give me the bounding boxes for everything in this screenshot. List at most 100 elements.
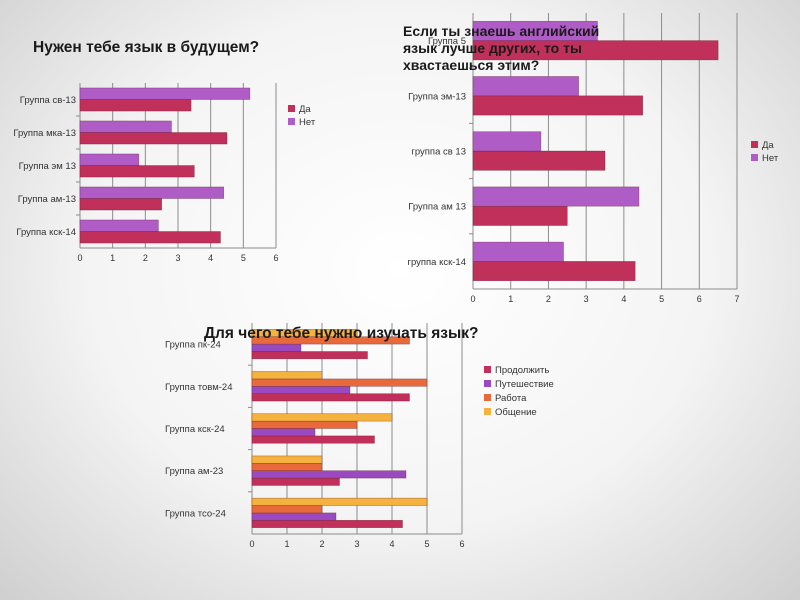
legend-label: Нет	[299, 117, 316, 128]
bar-нет	[79, 120, 172, 133]
category-label: Группа кск-24	[165, 424, 225, 435]
bar-нет	[472, 76, 579, 97]
x-tick-label: 3	[584, 294, 589, 304]
category-label: Группа 5	[428, 36, 466, 47]
bar-общение	[251, 497, 428, 506]
bar-путешествие	[251, 385, 351, 394]
bar-нет	[472, 20, 598, 41]
bar-да	[79, 165, 195, 178]
category-label: Группа эм 13	[19, 161, 76, 172]
legend-label: Да	[762, 140, 774, 151]
x-tick-label: 6	[697, 294, 702, 304]
chart-bragging: 0 1 2 3 4 5 6 7 Группа 5 Группа эм-13 группа св 13…	[407, 13, 779, 304]
category-label: Группа ам 13	[408, 202, 466, 213]
bar-да	[79, 99, 192, 112]
legend-swatch	[751, 141, 758, 148]
x-tick-label: 5	[424, 539, 429, 549]
bar-да	[472, 95, 644, 116]
bar-нет	[79, 87, 251, 100]
x-tick-label: 6	[273, 253, 278, 263]
bar-нет	[79, 219, 159, 232]
x-tick-label: 1	[284, 539, 289, 549]
legend-label: Да	[299, 104, 311, 115]
x-tick-label: 0	[77, 253, 82, 263]
bar-продолжить	[251, 477, 340, 486]
bar-да	[472, 150, 606, 171]
chart-title-line: хвастаешься этим?	[403, 57, 539, 73]
bar-нет	[79, 186, 225, 199]
bar-нет	[472, 186, 640, 207]
legend-swatch	[484, 366, 491, 373]
category-label: Группа тсо-24	[165, 508, 226, 519]
bar-нет	[79, 153, 140, 166]
bar-да	[79, 132, 228, 145]
category-label: Группа кск-14	[16, 227, 76, 238]
x-tick-label: 1	[110, 253, 115, 263]
x-tick-label: 0	[249, 539, 254, 549]
chart-title-line: Если ты знаешь английский	[403, 23, 599, 39]
category-label: Группа св-13	[20, 95, 76, 106]
bar-продолжить	[251, 351, 368, 360]
legend-label: Работа	[495, 393, 527, 404]
x-tick-label: 7	[734, 294, 739, 304]
bar-работа	[251, 378, 428, 387]
legend-label: Общение	[495, 407, 537, 418]
legend-swatch	[288, 105, 295, 112]
category-label: Группа эм-13	[408, 91, 466, 102]
bar-да	[79, 198, 162, 211]
chart-title-bragging: Если ты знаешь английский язык лучше друг…	[403, 23, 599, 73]
bar-нет	[472, 131, 542, 152]
legend-label: Нет	[762, 153, 779, 164]
bar-да	[472, 205, 568, 226]
x-tick-label: 3	[354, 539, 359, 549]
bar-общение	[251, 329, 358, 338]
category-label: Группа ам-23	[165, 466, 223, 477]
bar-продолжить	[251, 435, 375, 444]
x-tick-label: 2	[319, 539, 324, 549]
x-tick-label: 2	[546, 294, 551, 304]
x-tick-label: 0	[470, 294, 475, 304]
bar-работа	[251, 420, 358, 429]
bar-да	[79, 231, 221, 244]
x-tick-label: 1	[508, 294, 513, 304]
category-label: группа св 13	[411, 147, 466, 158]
bar-общение	[251, 413, 393, 422]
bar-работа	[251, 505, 323, 514]
bar-общение	[251, 371, 323, 380]
x-tick-label: 4	[389, 539, 394, 549]
bar-да	[472, 261, 636, 282]
bar-работа	[251, 463, 323, 472]
chart-title-line: язык лучше других, то ты	[403, 40, 582, 56]
x-tick-label: 5	[659, 294, 664, 304]
x-tick-label: 4	[208, 253, 213, 263]
bar-продолжить	[251, 519, 403, 528]
legend-swatch	[288, 118, 295, 125]
legend-label: Продолжить	[495, 365, 549, 376]
legend-swatch	[484, 394, 491, 401]
bar-продолжить	[251, 393, 410, 402]
legend-swatch	[751, 154, 758, 161]
chart-title-learning-purpose: Для чего тебе нужно изучать язык?	[204, 325, 478, 342]
category-label: Группа товм-24	[165, 382, 232, 393]
legend-label: Путешествие	[495, 379, 554, 390]
legend-swatch	[484, 380, 491, 387]
chart-future-need: 0 1 2 3 4 5 6 Группа св-13 Группа мка-13 Группа э…	[13, 83, 316, 263]
category-label: Группа пк-24	[165, 340, 221, 351]
chart-learning-purpose: 0 1 2 3 4 5 6 Группа пк-24 Группа товм-24 Группа …	[165, 323, 554, 549]
x-tick-label: 5	[241, 253, 246, 263]
chart-title-future-need: Нужен тебе язык в будущем?	[33, 39, 259, 56]
bar-путешествие	[251, 470, 407, 479]
x-tick-label: 4	[621, 294, 626, 304]
bar-путешествие	[251, 428, 316, 437]
x-tick-label: 3	[175, 253, 180, 263]
x-tick-label: 2	[143, 253, 148, 263]
bar-путешествие	[251, 512, 337, 521]
bar-нет	[472, 241, 564, 262]
category-label: Группа мка-13	[13, 128, 76, 139]
category-label: группа кск-14	[407, 257, 466, 268]
bar-общение	[251, 455, 323, 464]
legend-swatch	[484, 408, 491, 415]
bar-путешествие	[251, 343, 302, 352]
x-tick-label: 6	[459, 539, 464, 549]
